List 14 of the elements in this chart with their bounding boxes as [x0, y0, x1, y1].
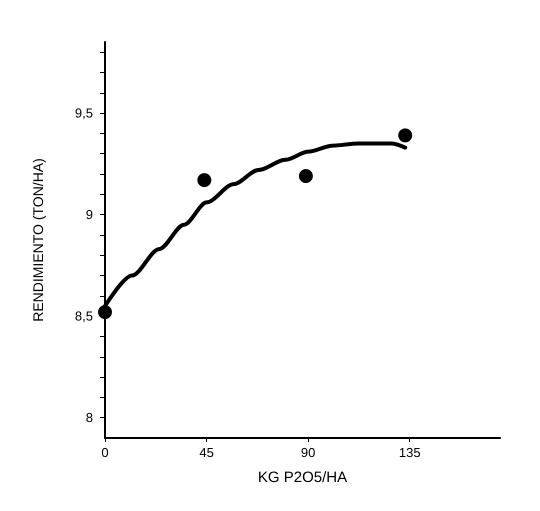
y-tick-label: 9: [86, 207, 93, 222]
point: [197, 173, 212, 188]
point: [398, 128, 412, 142]
x-tick-label: 90: [300, 445, 316, 460]
x-tick-label: 0: [101, 445, 109, 460]
x-tick-label: 135: [398, 445, 421, 460]
point: [98, 305, 112, 320]
y-tick-label: 9,5: [74, 106, 93, 121]
y-tick-label: 8,5: [74, 308, 93, 324]
y-axis-title: RENDIMIENTO (TON/HA): [30, 158, 46, 322]
y-tick-label: 8: [86, 410, 93, 426]
x-axis-title: KG P2O5/HA: [258, 469, 348, 486]
point: [298, 169, 313, 184]
x-tick-label: 45: [199, 445, 214, 460]
